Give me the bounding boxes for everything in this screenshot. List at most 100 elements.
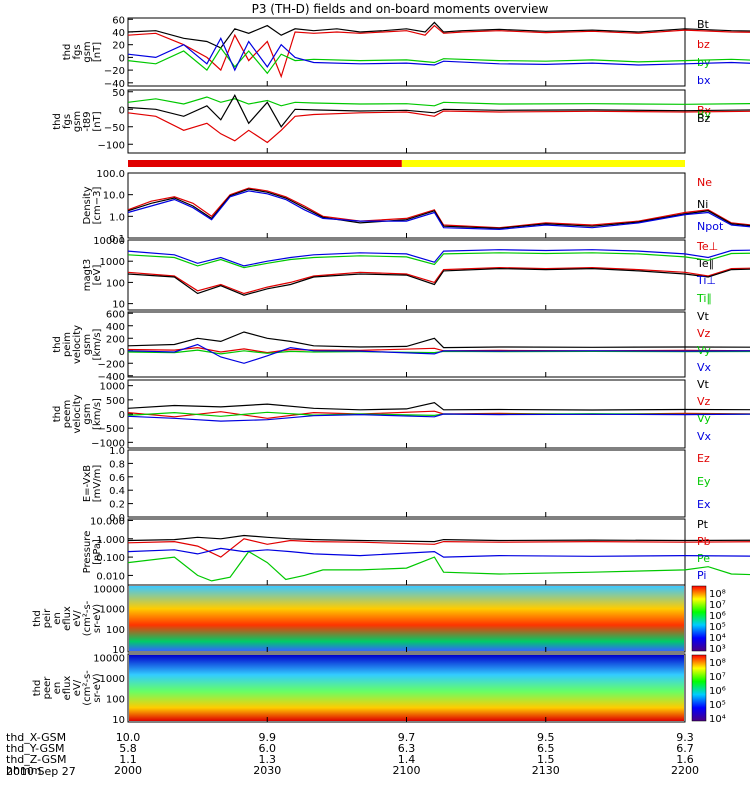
legend-by: by (697, 56, 711, 69)
x-axis-row-label: thd_Z-GSM (6, 753, 66, 766)
y-tick-label: 10000 (93, 585, 125, 596)
series-line-Bx (127, 110, 750, 144)
x-axis-row-label: thd_X-GSM (6, 731, 66, 744)
x-axis-value: 9.5 (537, 731, 555, 744)
legend-Npot: Npot (697, 220, 724, 233)
series-line-Te⊥ (127, 266, 750, 295)
legend-Ti⊥: Ti⊥ (696, 274, 716, 287)
x-axis-value: 6.3 (398, 742, 416, 755)
y-tick-label: 10 (112, 300, 125, 311)
series-line-Ni (127, 188, 750, 229)
y-tick-label: −20 (104, 66, 125, 77)
y-tick-label: 10.000 (90, 516, 125, 527)
x-axis-value: 1.5 (537, 753, 555, 766)
x-axis-value: 6.7 (676, 742, 694, 755)
x-axis-value: 6.5 (537, 742, 555, 755)
legend-Bt: Bt (697, 18, 710, 31)
x-axis-value: 9.3 (676, 731, 694, 744)
y-axis-label: sr-eV) (92, 604, 103, 633)
y-tick-label: 50 (112, 88, 125, 99)
legend-Vz: Vz (697, 395, 711, 408)
x-axis-row-label: hhmm (6, 764, 41, 777)
y-axis-label: [nPa] (92, 539, 103, 565)
y-axis-label: (cm²-s- (82, 600, 93, 636)
x-axis-value: 10.0 (116, 731, 141, 744)
figure-title: P3 (TH-D) fields and on-board moments ov… (252, 2, 549, 16)
x-axis-row-label: thd_Y-GSM (6, 742, 65, 755)
legend-Vz: Vz (697, 327, 711, 340)
mode-bar (128, 160, 685, 167)
series-line-Te∥ (127, 267, 750, 296)
y-tick-label: 100.0 (96, 169, 125, 180)
series-line-Pt (127, 534, 750, 543)
spectrogram-image (129, 655, 684, 721)
legend-Pt: Pt (697, 518, 709, 531)
y-tick-label: 0.8 (109, 459, 125, 470)
colorbar-tick-label: 10⁵ (709, 622, 726, 633)
panel-efield: E=-VxB [mV/m] 1.0 0.8 0.6 0.4 0.2 0.0 Ez Ey Ex (82, 446, 711, 524)
y-axis-label: thd (32, 610, 43, 627)
series-line-Bz (127, 94, 750, 128)
legend-Pb: Pb (697, 535, 711, 548)
legend-Ey: Ey (697, 475, 711, 488)
y-tick-label: 10 (112, 645, 125, 656)
series-line-Ti⊥ (127, 249, 750, 267)
colorbar-tick-label: 10⁴ (709, 633, 726, 644)
x-axis-value: 5.8 (119, 742, 137, 755)
series-line-Vx (127, 343, 750, 364)
y-axis-label: [cm−3] (92, 187, 103, 225)
series-line-Vz (127, 346, 750, 354)
series-line-bx (127, 36, 750, 72)
x-axis-value: 2000 (114, 764, 142, 777)
y-axis-label: Pressure (82, 531, 93, 574)
y-axis-label: velocity (72, 325, 83, 364)
legend-Vt: Vt (697, 310, 710, 323)
y-axis-label: -t89 (82, 111, 93, 131)
series-line-Pe (127, 550, 750, 582)
y-axis-label: eflux (62, 606, 73, 631)
y-tick-label: 0.6 (109, 473, 125, 484)
y-axis-label: [km/s] (92, 328, 103, 360)
y-axis-label: [nT] (92, 42, 103, 62)
y-tick-label: 20 (112, 41, 125, 52)
series-line-bz (127, 24, 750, 79)
y-tick-label: 60 (112, 15, 125, 26)
y-axis-label: E=-VxB (82, 465, 93, 502)
y-tick-label: 0 (119, 53, 125, 64)
y-axis-label: eflux (62, 676, 73, 701)
series-line-Vx (127, 413, 750, 422)
y-axis-label: magt3 (82, 259, 93, 292)
y-axis-label: en (52, 682, 63, 695)
y-tick-label: −400 (98, 372, 125, 383)
series-line-Pi (127, 547, 750, 558)
y-axis-label: gsm (82, 334, 93, 355)
y-axis-label: thd (52, 406, 63, 423)
panel-density: Density [cm−3] 100.0 10.0 1.0 0.1 Ne Ni Npot (82, 169, 750, 245)
legend-By: By (697, 108, 712, 121)
y-tick-label: 1.0 (109, 212, 125, 223)
y-axis-label: fgs (62, 114, 73, 129)
y-tick-label: −100 (98, 140, 125, 151)
date-label: 2010 Sep 27 (6, 765, 76, 778)
y-tick-label: 10000 (93, 654, 125, 665)
y-axis-label: peir (42, 608, 53, 628)
y-tick-label: 1000 (100, 605, 125, 616)
spectrogram-image (129, 586, 684, 651)
colorbar-tick-label: 10⁷ (709, 600, 726, 611)
y-tick-label: 500 (106, 396, 125, 407)
y-tick-label: −1000 (91, 438, 125, 449)
x-axis-value: 2130 (532, 764, 560, 777)
y-axis-label: thd (52, 336, 63, 353)
y-tick-label: 100 (106, 694, 125, 705)
y-axis-label: gsm (82, 41, 93, 62)
y-tick-label: 10 (112, 715, 125, 726)
y-tick-label: 0.4 (109, 486, 125, 497)
series-line-Bt (127, 21, 750, 49)
colorbar-tick-label: 10⁸ (709, 589, 726, 600)
y-tick-label: −500 (98, 424, 125, 435)
mode-bar-segment-yellow (401, 160, 685, 167)
y-tick-label: 100 (106, 625, 125, 636)
x-axis-value: 9.7 (398, 731, 416, 744)
